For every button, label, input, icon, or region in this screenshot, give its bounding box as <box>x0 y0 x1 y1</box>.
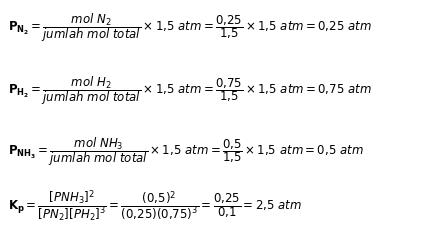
Text: $\mathbf{P}_{\mathbf{NH_3}} = \dfrac{\mathit{mol\ NH_3}}{\mathit{jumlah\ mol\ to: $\mathbf{P}_{\mathbf{NH_3}} = \dfrac{\ma… <box>8 134 364 167</box>
Text: $\mathbf{K_p} = \dfrac{[PNH_3]^2}{[PN_2][PH_2]^3} = \dfrac{(0{,}5)^2}{(0{,}25)(0: $\mathbf{K_p} = \dfrac{[PNH_3]^2}{[PN_2]… <box>8 187 303 223</box>
Text: $\mathbf{P}_{\mathbf{H_2}} = \dfrac{\mathit{mol\ H_2}}{\mathit{jumlah\ mol\ tota: $\mathbf{P}_{\mathbf{H_2}} = \dfrac{\mat… <box>8 74 372 106</box>
Text: $\mathbf{P}_{\mathbf{N_2}} = \dfrac{\mathit{mol\ N_2}}{\mathit{jumlah\ mol\ tota: $\mathbf{P}_{\mathbf{N_2}} = \dfrac{\mat… <box>8 11 372 43</box>
